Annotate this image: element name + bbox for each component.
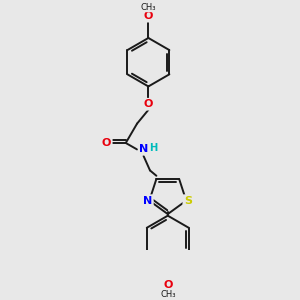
Text: O: O [163, 280, 172, 290]
Text: H: H [149, 143, 158, 153]
Text: N: N [139, 144, 148, 154]
Text: N: N [143, 196, 152, 206]
Text: O: O [102, 138, 111, 148]
Text: O: O [144, 99, 153, 109]
Text: CH₃: CH₃ [141, 3, 156, 12]
Text: S: S [184, 196, 192, 206]
Text: CH₃: CH₃ [160, 290, 176, 299]
Text: O: O [144, 11, 153, 21]
